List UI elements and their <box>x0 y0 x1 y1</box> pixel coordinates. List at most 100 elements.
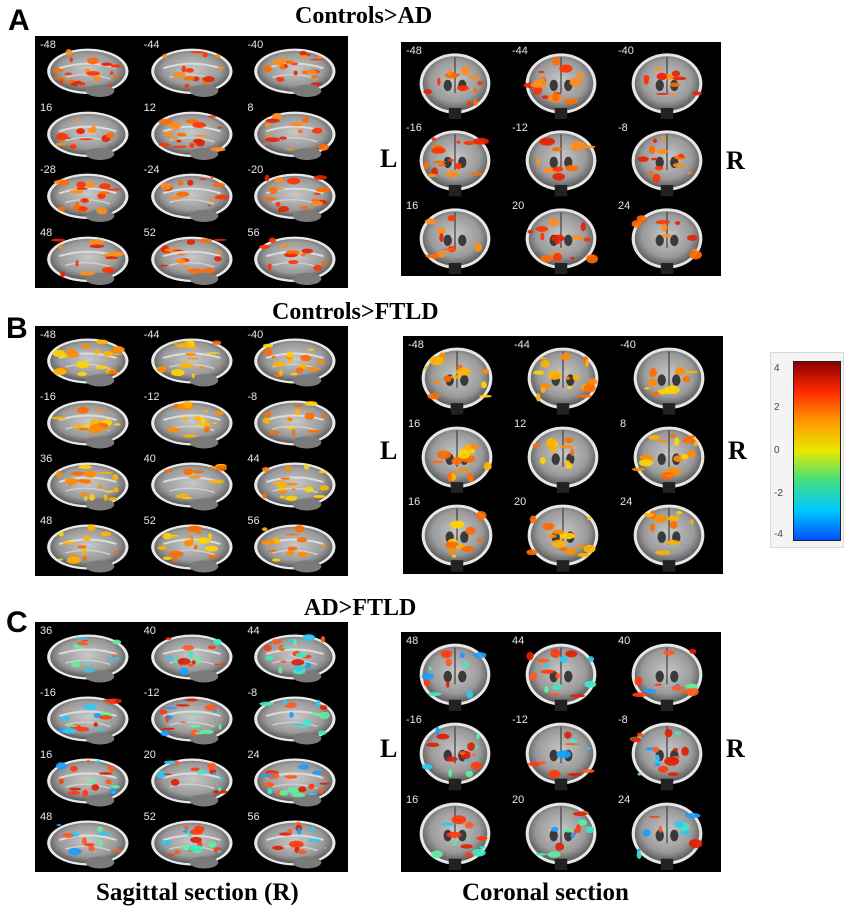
brain-slice-image <box>254 111 336 160</box>
slice-coordinate-label: -8 <box>247 687 258 699</box>
brain-slice-image <box>419 130 491 197</box>
slice-coordinate-label: 12 <box>514 417 527 430</box>
slice-coordinate-label: 24 <box>618 793 631 806</box>
coronal-caption: Coronal section <box>462 879 629 906</box>
brain-slice-image <box>47 524 129 573</box>
slice-coordinate-label: -48 <box>40 39 56 51</box>
sagittal-slice: -48 <box>37 38 139 99</box>
sagittal-slice: 40 <box>140 624 243 684</box>
sagittal-slice: 8 <box>244 100 346 161</box>
slice-coordinate-label: 12 <box>143 101 156 114</box>
sagittal-slice: 56 <box>244 225 346 286</box>
sagittal-slice: -44 <box>140 38 243 99</box>
coronal-slice: 12 <box>511 416 615 494</box>
sagittal-slice: -40 <box>244 38 346 99</box>
brain-slice-image <box>150 338 233 387</box>
colorbar-tick: 4 <box>774 363 780 374</box>
sagittal-grid-a: -48 -44 -40 16 12 8 -28 -24 -20 48 52 56 <box>35 36 348 288</box>
coronal-slice: 16 <box>405 416 509 494</box>
brain-slice-image <box>47 696 129 745</box>
sagittal-slice: -8 <box>244 686 346 746</box>
slice-coordinate-label: -44 <box>512 45 528 57</box>
colorbar-gradient <box>793 361 841 541</box>
brain-slice-image <box>47 462 129 511</box>
brain-slice-image <box>47 634 129 683</box>
sagittal-slice: 44 <box>244 452 346 512</box>
slice-coordinate-label: -8 <box>618 714 628 727</box>
slice-coordinate-label: -24 <box>143 164 160 176</box>
colorbar-tick: -2 <box>774 488 783 499</box>
slice-coordinate-label: -12 <box>512 122 528 135</box>
sagittal-grid-b: -48 -44 -40 -16 -12 -8 36 40 44 48 52 56 <box>35 326 348 576</box>
brain-slice-image <box>254 400 336 449</box>
coronal-slice: 24 <box>617 495 721 572</box>
brain-slice-image <box>419 722 491 791</box>
slice-coordinate-label: -40 <box>618 45 634 57</box>
brain-slice-image <box>631 643 703 712</box>
slice-coordinate-label: 20 <box>512 793 525 806</box>
slice-coordinate-label: 52 <box>143 811 156 823</box>
sagittal-slice: 36 <box>37 452 139 512</box>
slice-coordinate-label: 24 <box>247 749 260 761</box>
slice-coordinate-label: -16 <box>406 122 422 135</box>
brain-slice-image <box>47 400 129 449</box>
brain-slice-image <box>631 802 703 870</box>
coronal-slice: 20 <box>509 792 613 870</box>
sagittal-grid-c: 36 40 44 -16 -12 -8 16 20 24 48 52 56 <box>35 622 348 872</box>
brain-slice-image <box>525 643 597 712</box>
sagittal-caption: Sagittal section (R) <box>96 879 299 906</box>
slice-coordinate-label: 16 <box>408 417 421 430</box>
slice-coordinate-label: 40 <box>618 635 631 647</box>
slice-coordinate-label: -48 <box>40 329 56 341</box>
brain-slice-image <box>254 48 336 97</box>
coronal-slice: -16 <box>403 713 507 791</box>
sagittal-slice: 52 <box>140 225 243 286</box>
sagittal-slice: 40 <box>140 452 243 512</box>
brain-slice-image <box>525 130 597 197</box>
brain-slice-image <box>631 130 703 197</box>
brain-slice-image <box>421 504 493 572</box>
slice-coordinate-label: -40 <box>247 39 264 51</box>
coronal-slice: -12 <box>509 121 613 197</box>
brain-slice-image <box>254 696 336 745</box>
slice-coordinate-label: 44 <box>512 635 525 647</box>
coronal-slice: 24 <box>615 792 719 870</box>
slice-coordinate-label: -28 <box>40 164 56 176</box>
slice-coordinate-label: -20 <box>247 164 264 176</box>
coronal-slice: -8 <box>615 713 719 791</box>
sagittal-slice: 52 <box>140 514 243 574</box>
slice-coordinate-label: 16 <box>408 496 421 509</box>
brain-slice-image <box>525 208 598 274</box>
sagittal-slice: -16 <box>37 686 139 746</box>
brain-slice-image <box>150 462 233 511</box>
coronal-slice: -16 <box>403 121 507 197</box>
brain-slice-image <box>633 504 705 572</box>
sagittal-slice: 16 <box>37 748 139 808</box>
coronal-slice: 16 <box>405 495 509 572</box>
slice-coordinate-label: -44 <box>143 39 160 51</box>
right-label-a: R <box>726 146 745 175</box>
sagittal-slice: 56 <box>244 514 346 574</box>
slice-coordinate-label: 40 <box>143 453 156 465</box>
coronal-grid-b: -48 -44 -40 16 12 8 16 20 24 <box>403 336 723 574</box>
brain-slice-image <box>419 208 491 274</box>
brain-slice-image <box>150 524 233 573</box>
brain-slice-image <box>629 722 703 791</box>
brain-slice-image <box>421 426 493 494</box>
brain-slice-image <box>631 53 703 120</box>
panel-title-b: Controls>FTLD <box>272 299 439 325</box>
slice-coordinate-label: 16 <box>40 749 53 761</box>
sagittal-slice: 24 <box>244 748 346 808</box>
brain-slice-image <box>254 758 336 807</box>
brain-slice-image <box>150 173 233 222</box>
sagittal-slice: 48 <box>37 514 139 574</box>
panel-letter-a: A <box>8 4 30 37</box>
slice-coordinate-label: 20 <box>143 749 156 761</box>
slice-coordinate-label: 48 <box>406 635 419 647</box>
slice-coordinate-label: 36 <box>40 453 53 465</box>
coronal-slice: 24 <box>615 198 719 274</box>
slice-coordinate-label: 56 <box>247 515 260 527</box>
coronal-slice: 20 <box>509 198 613 274</box>
coronal-grid-a: -48 -44 -40 -16 -12 -8 16 20 24 <box>401 42 721 276</box>
brain-slice-image <box>47 111 129 160</box>
